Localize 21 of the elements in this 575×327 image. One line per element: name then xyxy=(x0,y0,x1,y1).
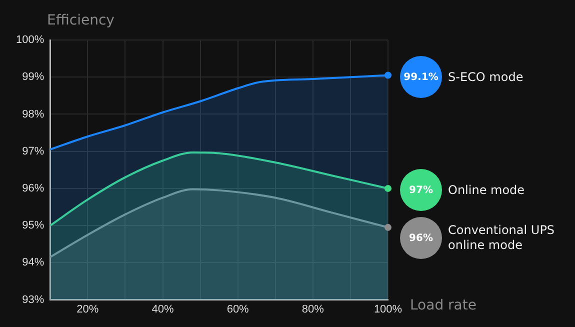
text: S-ECO mode xyxy=(448,70,524,85)
x-tick-label: 80% xyxy=(302,303,324,316)
x-tick-label: 100% xyxy=(374,303,402,316)
text: Conventional UPS online mode xyxy=(448,223,556,254)
y-tick-label: 96% xyxy=(22,182,44,194)
y-tick-label: 93% xyxy=(22,294,44,306)
y-tick-label: 94% xyxy=(22,256,44,269)
text: Online mode xyxy=(448,182,526,198)
text: 97% xyxy=(400,169,442,212)
y-axis-title: Efficiency xyxy=(47,12,114,29)
x-tick-label: 40% xyxy=(152,303,174,316)
x-tick-label: 60% xyxy=(226,303,250,316)
text: 99.1% xyxy=(400,56,442,98)
text: 96% xyxy=(400,217,442,260)
y-tick-label: 97% xyxy=(22,145,44,158)
y-tick-label: 99% xyxy=(22,71,44,84)
x-axis-title: Load rate xyxy=(410,297,476,314)
y-tick-label: 98% xyxy=(22,108,44,120)
x-tick-label: 20% xyxy=(76,303,99,316)
y-tick-label: 100% xyxy=(16,34,44,46)
y-tick-label: 95% xyxy=(22,220,44,232)
